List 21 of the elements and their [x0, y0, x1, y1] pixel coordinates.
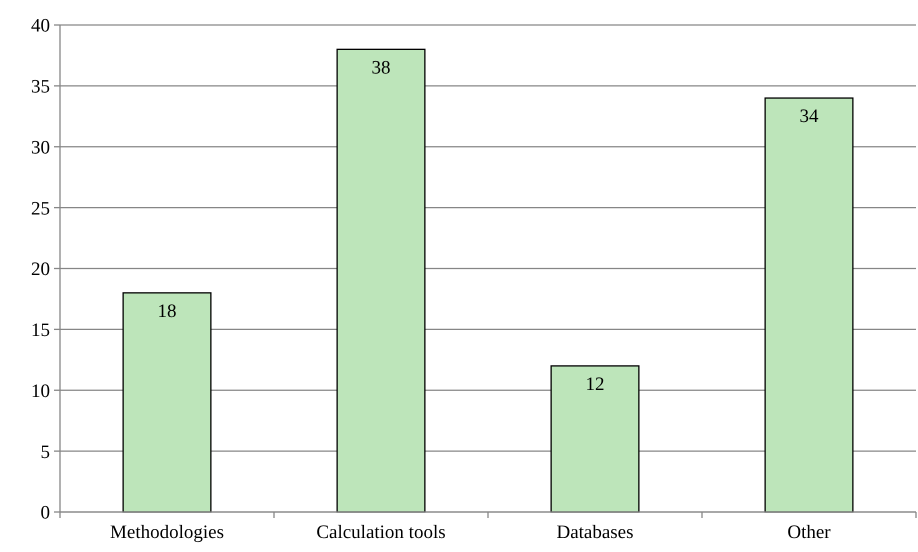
x-tick-label: Calculation tools: [316, 522, 446, 543]
x-tick-label: Methodologies: [110, 522, 224, 543]
bar: [336, 48, 426, 513]
x-tick-label: Databases: [556, 522, 634, 543]
bar: [122, 292, 212, 513]
x-tick-label: Other: [787, 522, 832, 543]
y-tick-label: 0: [40, 502, 50, 524]
data-label: 38: [372, 57, 390, 78]
y-tick-label: 20: [31, 259, 50, 280]
y-tick-label: 40: [31, 16, 50, 37]
y-tick-label: 30: [31, 137, 50, 158]
y-tick-label: 15: [31, 320, 50, 342]
data-label: 34: [800, 106, 819, 128]
data-label: 12: [586, 374, 604, 395]
data-label: 18: [158, 300, 176, 322]
y-tick-label: 5: [40, 442, 50, 463]
y-tick-label: 25: [31, 198, 50, 220]
bar: [550, 365, 640, 513]
bar: [764, 97, 854, 513]
y-tick-label: 10: [31, 380, 50, 402]
y-tick-label: 35: [31, 76, 50, 98]
